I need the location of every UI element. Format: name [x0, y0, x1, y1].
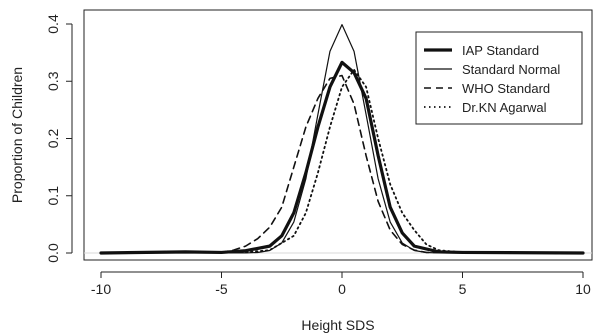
x-tick-label: -10 [91, 281, 111, 297]
legend-label: IAP Standard [462, 43, 539, 58]
y-axis: 0.0 0.1 0.2 0.3 0.4 [45, 14, 73, 263]
series-layer [99, 24, 585, 255]
x-axis: -10 -5 0 5 10 [91, 271, 591, 297]
y-tick-label: 0.4 [45, 14, 61, 34]
series-line [99, 60, 585, 255]
series-line [100, 74, 584, 254]
y-tick-label: 0.2 [45, 129, 61, 149]
x-tick-label: 0 [338, 281, 346, 297]
x-tick-label: -5 [215, 281, 228, 297]
legend-label: WHO Standard [462, 81, 550, 96]
y-tick-label: 0.3 [45, 71, 61, 91]
y-tick-label: 0.0 [45, 243, 61, 263]
x-tick-label: 10 [575, 281, 591, 297]
legend-label: Standard Normal [462, 62, 560, 77]
y-axis-title: Proportion of Children [9, 67, 25, 203]
plot-frame [83, 9, 593, 261]
legend-label: Dr.KN Agarwal [462, 100, 547, 115]
y-tick-label: 0.1 [45, 186, 61, 206]
x-tick-label: 5 [459, 281, 467, 297]
series-line [100, 68, 584, 254]
x-axis-title: Height SDS [301, 317, 374, 333]
legend: IAP Standard Standard Normal WHO Standard D… [415, 31, 583, 125]
legend-box [415, 31, 583, 125]
